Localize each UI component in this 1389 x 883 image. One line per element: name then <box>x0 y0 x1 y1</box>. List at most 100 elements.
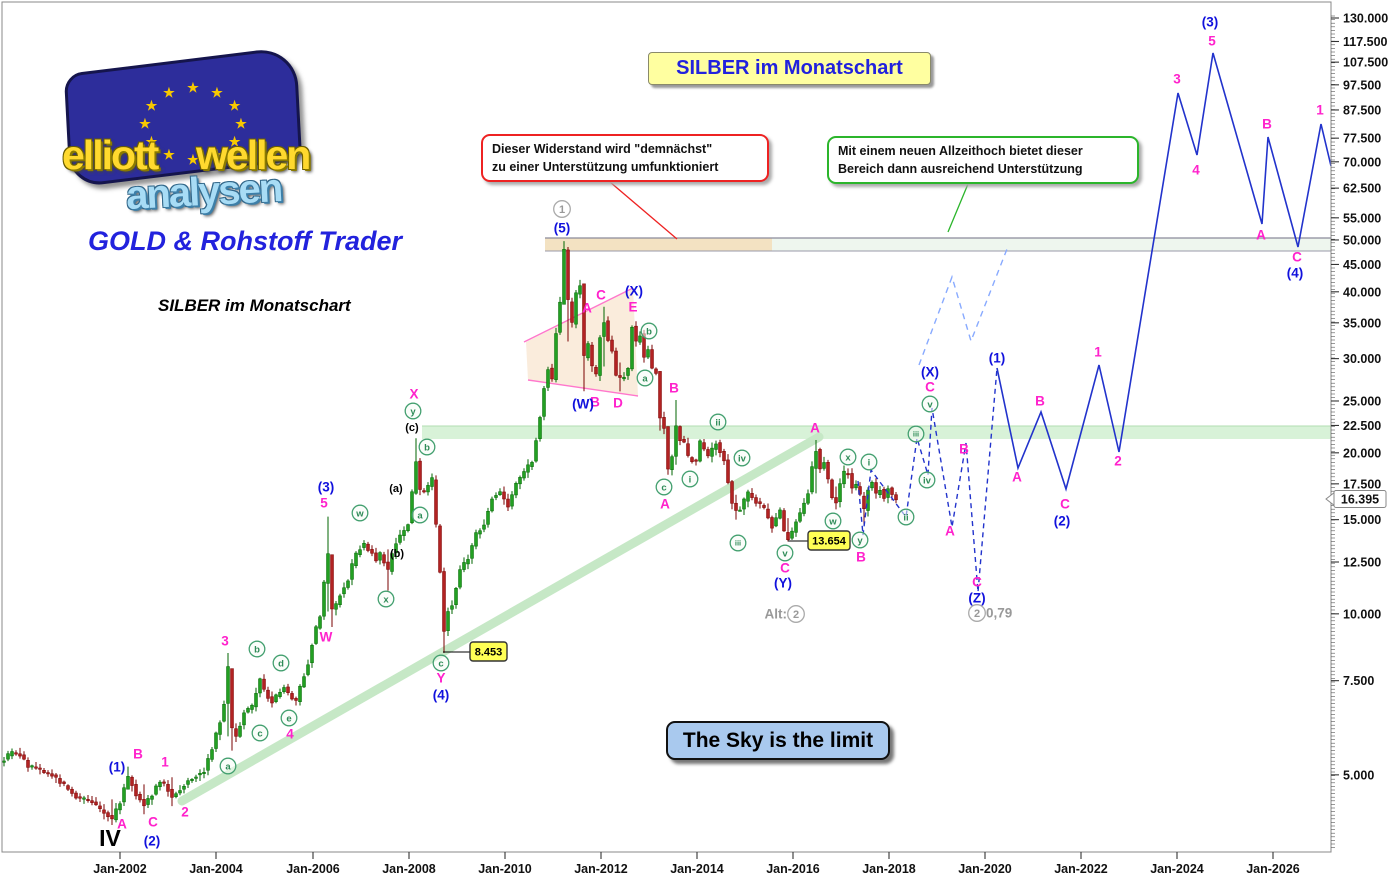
wave-label: i <box>868 457 871 468</box>
circled-wave-degree <box>219 757 237 775</box>
svg-text:13.654: 13.654 <box>812 536 847 548</box>
wave-label: B <box>959 442 969 457</box>
x-axis-label: Jan-2006 <box>286 862 340 876</box>
wave-label: B <box>590 395 600 410</box>
wave-label: A <box>810 421 820 436</box>
wave-label: (1) <box>989 351 1006 366</box>
wave-label: w <box>828 516 837 527</box>
x-axis-label: Jan-2012 <box>574 862 628 876</box>
circled-wave-degree <box>776 544 794 562</box>
y-axis-label: 77.500 <box>1343 132 1381 146</box>
y-axis-label: 55.000 <box>1343 211 1381 225</box>
wave-label: iv <box>738 453 747 464</box>
wave-label: (b) <box>390 548 404 560</box>
circled-wave-degree <box>640 322 658 340</box>
candlesticks <box>2 241 898 825</box>
y-axis-label: 22.500 <box>1343 419 1381 433</box>
y-axis-label: 45.000 <box>1343 258 1381 272</box>
circled-gray-wave <box>968 604 986 622</box>
support-callout: Mit einem neuen Allzeithoch bietet diese… <box>827 136 1139 185</box>
wave-label: B <box>133 747 143 762</box>
wave-label: C <box>972 575 982 590</box>
circled-wave-degree <box>729 534 747 552</box>
y-axis-label: 15.000 <box>1343 513 1381 527</box>
circled-wave-degree <box>897 508 915 526</box>
wave-label: 2 <box>181 805 189 820</box>
y-axis-label: 5.000 <box>1343 768 1374 782</box>
x-axis-label: Jan-2016 <box>766 862 820 876</box>
y-axis-label: 97.500 <box>1343 78 1381 92</box>
wave-label: B <box>1262 117 1272 132</box>
wave-label: iii <box>735 539 741 548</box>
wave-label: c <box>257 728 262 739</box>
x-axis-label: Jan-2024 <box>1150 862 1204 876</box>
triangle-pattern <box>523 287 639 397</box>
wave-label: IV <box>99 825 121 851</box>
wave-label: c <box>661 482 666 493</box>
wave-label: B <box>669 381 679 396</box>
x-axis-label: Jan-2014 <box>670 862 724 876</box>
wave-label: E <box>628 300 637 315</box>
wave-label: 2 <box>974 608 980 620</box>
eu-star-icon: ★ <box>211 85 223 100</box>
wave-label: C <box>596 288 606 303</box>
circled-wave-degree <box>248 640 266 658</box>
eu-star-icon: ★ <box>187 80 199 95</box>
price-flags: 8.453 13.654 <box>443 530 851 662</box>
circled-wave-degree <box>655 478 673 496</box>
circled-wave-degree <box>351 504 369 522</box>
elliott-wave-projections <box>857 52 1332 593</box>
wave-label: (X) <box>625 284 643 299</box>
wave-label: (W) <box>572 397 594 412</box>
price-flag <box>469 641 508 662</box>
wave-label: (Y) <box>774 576 792 591</box>
wave-label: d <box>278 658 284 669</box>
wave-label: e <box>286 713 291 724</box>
wave-label: (4) <box>1287 266 1304 281</box>
support-callout-line2: Bereich dann ausreichend Unterstützung <box>838 162 1083 177</box>
wave-label: C <box>925 380 935 395</box>
wave-label: (2) <box>144 834 161 849</box>
chart-title-badge: SILBER im Monatschart <box>648 52 931 85</box>
circled-wave-degree <box>918 471 936 489</box>
circled-wave-degree <box>839 448 857 466</box>
eu-star-icon: ★ <box>187 152 199 167</box>
circled-wave-degree <box>851 531 869 549</box>
page-title: GOLD & Rohstoff Trader <box>88 226 403 256</box>
wave-label: (3) <box>318 480 335 495</box>
wave-label: iv <box>923 475 932 486</box>
x-axis-label: Jan-2002 <box>93 862 147 876</box>
wave-label: 1 <box>161 755 169 770</box>
wave-label: A <box>1256 228 1266 243</box>
wave-label: 1 <box>559 204 565 216</box>
y-axis-label: 87.500 <box>1343 103 1381 117</box>
wave-label: v <box>782 548 788 559</box>
wave-label: (c) <box>405 422 419 434</box>
price-flag <box>807 530 851 551</box>
eu-star-icon: ★ <box>163 85 175 100</box>
y-axis-label: 10.000 <box>1343 607 1381 621</box>
wave-label: b <box>424 442 430 453</box>
y-axis-label: 12.500 <box>1343 556 1381 570</box>
wave-label: 4 <box>1192 163 1200 178</box>
wave-label: iii <box>913 430 919 439</box>
circled-wave-degree <box>681 470 699 488</box>
wave-label: 1 <box>1094 345 1102 360</box>
wave-label: 5 <box>1208 34 1216 49</box>
eu-star-icon: ★ <box>146 134 158 149</box>
circled-wave-degree <box>432 654 450 672</box>
wave-label: v <box>927 399 933 410</box>
wave-label: D <box>613 396 623 411</box>
wave-label: C <box>1060 497 1070 512</box>
wave-label: w <box>355 508 364 519</box>
y-axis-label: 117.500 <box>1343 35 1388 49</box>
circled-wave-degree <box>411 506 429 524</box>
circled-wave-degree <box>280 709 298 727</box>
x-axis-label: Jan-2022 <box>1054 862 1108 876</box>
wave-label: a <box>642 373 648 384</box>
y-axis-label: 25.000 <box>1343 394 1381 408</box>
